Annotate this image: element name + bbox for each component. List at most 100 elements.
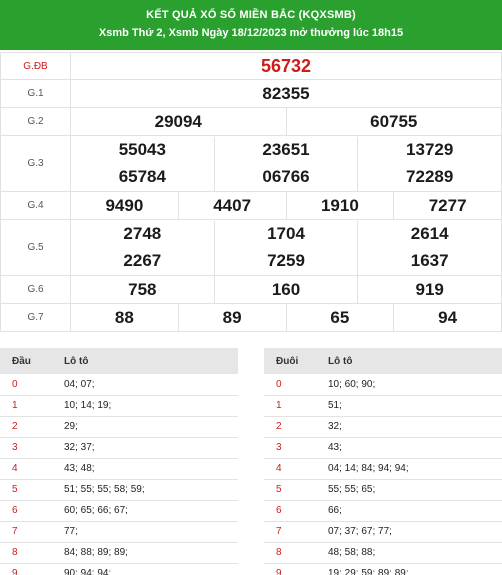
- row-values: 51; 55; 55; 58; 59;: [52, 479, 238, 501]
- prize-label-g3: G.3: [0, 135, 71, 192]
- table-row: 6 60; 65; 66; 67;: [0, 500, 238, 522]
- table-row: 2 32;: [264, 416, 502, 438]
- row-values: 43;: [316, 437, 502, 459]
- table-row: 8 84; 88; 89; 89;: [0, 542, 238, 564]
- table-row: 7 77;: [0, 521, 238, 543]
- row-values: 32; 37;: [52, 437, 238, 459]
- row-key: 0: [0, 374, 52, 396]
- prize-number: 1637: [357, 247, 501, 275]
- table-row: 8 48; 58; 88;: [264, 542, 502, 564]
- prize-number: 65: [285, 304, 394, 331]
- row-values: 04; 14; 84; 94; 94;: [316, 458, 502, 480]
- row-key: 2: [0, 416, 52, 438]
- table-row: 1 10; 14; 19;: [0, 395, 238, 417]
- row-values: 51;: [316, 395, 502, 417]
- row-values: 66;: [316, 500, 502, 522]
- prize-number: 23651: [213, 136, 358, 164]
- table-row: 3 43;: [264, 437, 502, 459]
- loto-header: Lô tô: [316, 348, 502, 374]
- row-values: 84; 88; 89; 89;: [52, 542, 238, 564]
- prize-number: 88: [114, 307, 134, 327]
- row-values: 60; 65; 66; 67;: [52, 500, 238, 522]
- prize-number: 2267: [123, 251, 162, 270]
- results-title: KẾT QUẢ XỔ SỐ MIỀN BẮC (KQXSMB): [146, 9, 356, 21]
- row-key: 6: [0, 500, 52, 522]
- prize-number: 89: [177, 304, 286, 331]
- prize-number: 7277: [393, 192, 501, 219]
- row-values: 90; 94; 94;: [52, 563, 238, 575]
- loto-header: Lô tô: [52, 348, 238, 374]
- prize-number: 60755: [285, 108, 502, 135]
- prize-label-gdb: G.ĐB: [0, 52, 71, 80]
- prize-number: 7259: [213, 247, 358, 275]
- prize-number: 29094: [154, 111, 202, 131]
- row-values: 10; 14; 19;: [52, 395, 238, 417]
- row-key: 1: [264, 395, 316, 417]
- table-row: 5 51; 55; 55; 58; 59;: [0, 479, 238, 501]
- row-key: 3: [264, 437, 316, 459]
- prize-number: 13729: [357, 136, 501, 164]
- prize-number: 1704: [213, 220, 358, 248]
- prize-label-g4: G.4: [0, 191, 71, 220]
- dau-header: Đầu: [0, 348, 52, 374]
- row-values: 29;: [52, 416, 238, 438]
- row-values: 10; 60; 90;: [316, 374, 502, 396]
- table-row: 4 43; 48;: [0, 458, 238, 480]
- row-values: 32;: [316, 416, 502, 438]
- row-key: 3: [0, 437, 52, 459]
- table-row: 9 19; 29; 59; 89; 89;: [264, 563, 502, 575]
- table-row: 4 04; 14; 84; 94; 94;: [264, 458, 502, 480]
- prize-label-g1: G.1: [0, 79, 71, 108]
- row-key: 9: [0, 563, 52, 575]
- table-row: 5 55; 55; 65;: [264, 479, 502, 501]
- results-subtitle: Xsmb Thứ 2, Xsmb Ngày 18/12/2023 mở thưở…: [98, 27, 404, 39]
- row-key: 5: [264, 479, 316, 501]
- row-values: 04; 07;: [52, 374, 238, 396]
- prize-number: 919: [357, 276, 501, 303]
- table-row: 0 10; 60; 90;: [264, 374, 502, 396]
- duoi-header: Đuôi: [264, 348, 316, 374]
- special-prize-number: 56732: [70, 52, 502, 80]
- prize-label-g2: G.2: [0, 107, 71, 136]
- row-key: 0: [264, 374, 316, 396]
- prize-number: 55043: [118, 140, 166, 159]
- row-key: 7: [0, 521, 52, 543]
- duoi-loto-table: Đuôi Lô tô 0 10; 60; 90; 1 51; 2 32; 3 43; 4…: [264, 348, 502, 575]
- table-row: 9 90; 94; 94;: [0, 563, 238, 575]
- prize-number: 2614: [357, 220, 501, 248]
- table-row: 2 29;: [0, 416, 238, 438]
- row-key: 4: [264, 458, 316, 480]
- row-key: 8: [0, 542, 52, 564]
- row-key: 5: [0, 479, 52, 501]
- row-values: 19; 29; 59; 89; 89;: [316, 563, 502, 575]
- table-row: 6 66;: [264, 500, 502, 522]
- prize-number: 4407: [177, 192, 286, 219]
- prize-number: 06766: [213, 163, 358, 191]
- table-row: 0 04; 07;: [0, 374, 238, 396]
- row-values: 07; 37; 67; 77;: [316, 521, 502, 543]
- table-row: 7 07; 37; 67; 77;: [264, 521, 502, 543]
- row-key: 8: [264, 542, 316, 564]
- row-values: 48; 58; 88;: [316, 542, 502, 564]
- row-key: 6: [264, 500, 316, 522]
- prize-label-g7: G.7: [0, 303, 71, 332]
- row-key: 7: [264, 521, 316, 543]
- prize-number: 9490: [105, 195, 144, 215]
- row-values: 55; 55; 65;: [316, 479, 502, 501]
- row-key: 4: [0, 458, 52, 480]
- prize-number: 72289: [357, 163, 501, 191]
- prize-number: 94: [393, 304, 501, 331]
- results-table: G.ĐB 56732 G.1 82355 G.2 29094 60755 G.3…: [0, 52, 502, 332]
- table-row: 3 32; 37;: [0, 437, 238, 459]
- prize-number: 65784: [118, 167, 166, 186]
- prize-number: 2748: [123, 224, 162, 243]
- prize-number: 758: [128, 279, 157, 299]
- prize-label-g5: G.5: [0, 219, 71, 276]
- results-header: KẾT QUẢ XỔ SỐ MIỀN BẮC (KQXSMB) Xsmb Thứ…: [0, 0, 502, 50]
- first-prize-number: 82355: [70, 79, 502, 108]
- row-key: 9: [264, 563, 316, 575]
- row-values: 43; 48;: [52, 458, 238, 480]
- row-key: 2: [264, 416, 316, 438]
- row-values: 77;: [52, 521, 238, 543]
- row-key: 1: [0, 395, 52, 417]
